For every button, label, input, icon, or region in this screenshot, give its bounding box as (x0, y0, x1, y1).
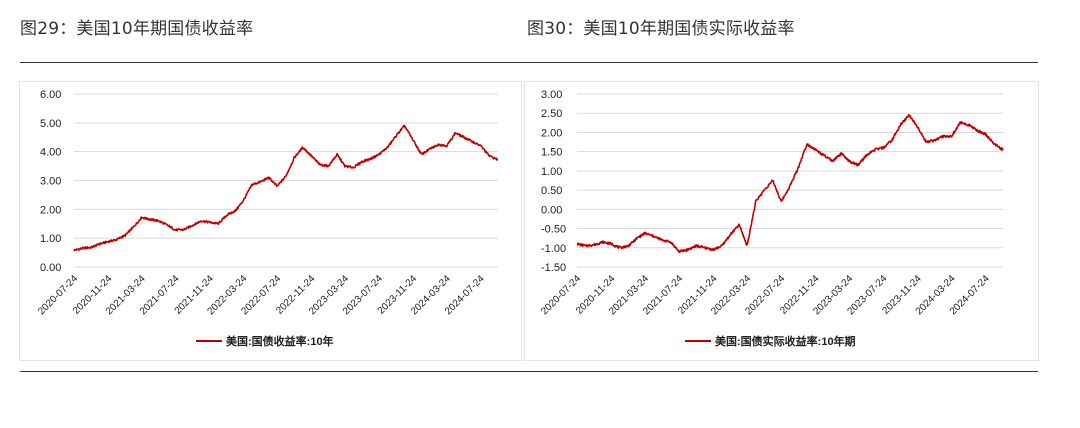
y-tick-label: 1.50 (541, 147, 562, 159)
top-rule (20, 62, 1038, 63)
chart-panel-left: 6.00 5.00 4.00 3.00 2.00 1.00 0.00 2020-07-24 20… (19, 81, 522, 361)
treasury-yield-chart: 6.005.004.003.002.001.000.002020-07-2420… (36, 89, 499, 348)
series-line (576, 113, 1004, 254)
bottom-rule (20, 371, 1038, 372)
y-tick-label: 2.00 (40, 204, 61, 216)
y-tick-label: 0.00 (40, 262, 61, 274)
legend-label: 美国:国债实际收益率:10年期 (715, 334, 856, 348)
figure-title-left: 图29：美国10年期国债收益率 (20, 19, 254, 39)
y-tick-label: 2.00 (541, 127, 562, 139)
y-tick-label: 0.50 (541, 185, 562, 197)
figure-title-right: 图30：美国10年期国债实际收益率 (527, 19, 795, 39)
legend-label: 美国:国债收益率:10年 (226, 334, 334, 348)
y-tick-label: 3.00 (541, 89, 562, 101)
y-tick-label: -1.50 (541, 262, 566, 274)
y-tick-label: 3.00 (40, 176, 61, 188)
y-tick-label: 2.50 (541, 108, 562, 120)
series-line (73, 124, 499, 252)
chart-panel-right: 3.00 2.50 2.00 1.50 1.00 0.50 0.00 -0.50 -1.00 -1… (524, 81, 1039, 361)
y-tick-label: 1.00 (40, 233, 61, 245)
y-tick-label: 5.00 (40, 118, 61, 130)
y-tick-label: 0.00 (541, 204, 562, 216)
y-tick-label: -1.00 (541, 243, 566, 255)
y-tick-label: 1.00 (541, 166, 562, 178)
real-yield-chart: 3.00 2.50 2.00 1.50 1.00 0.50 0.00 -0.50 -1.00 -1… (539, 89, 1004, 348)
y-tick-label: 4.00 (40, 147, 61, 159)
y-tick-label: -0.50 (541, 224, 566, 236)
y-tick-label: 6.00 (40, 89, 61, 101)
